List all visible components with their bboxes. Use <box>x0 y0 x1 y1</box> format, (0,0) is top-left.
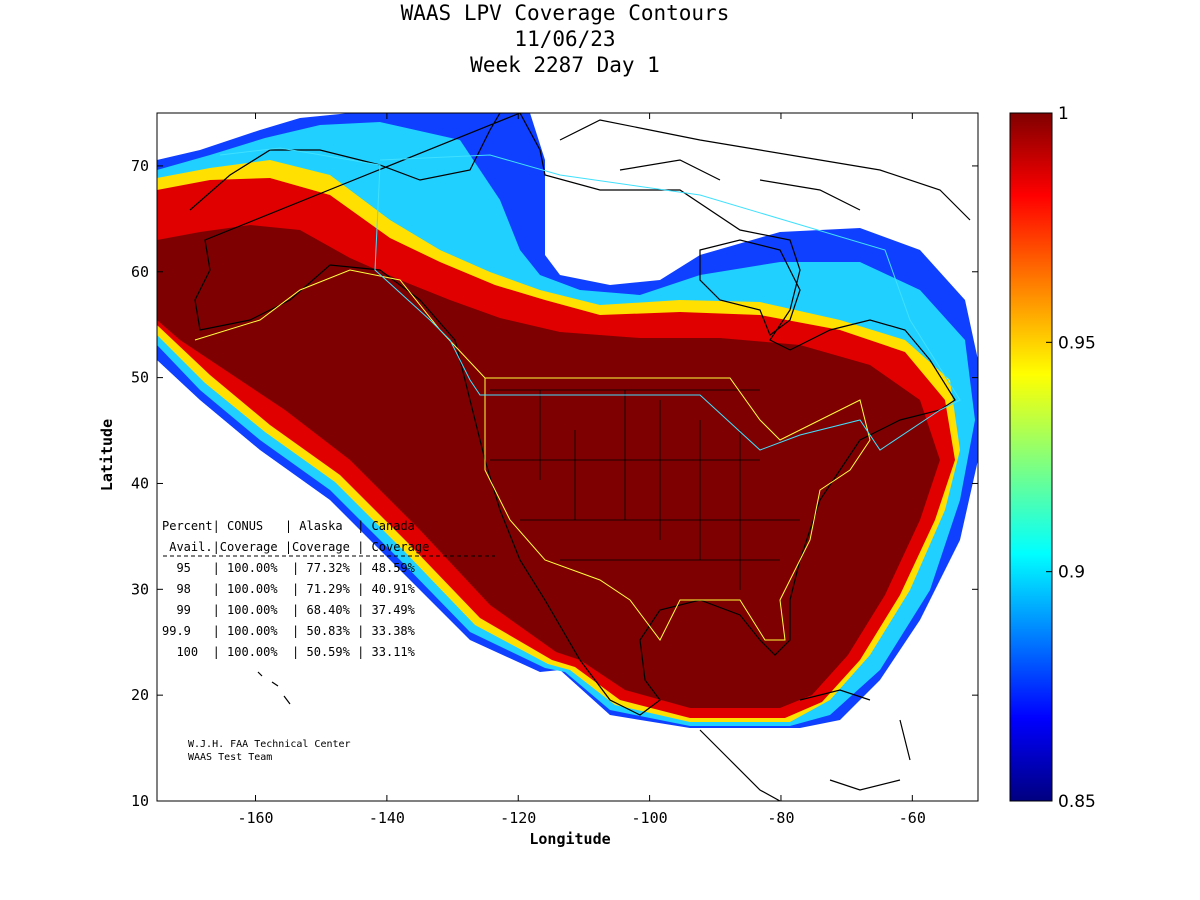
coverage-table: Percent| CONUS | Alaska | Canada Avail.|… <box>162 519 495 659</box>
y-tick-label: 50 <box>131 369 149 387</box>
table-row: 100 | 100.00% | 50.59% | 33.11% <box>162 645 416 659</box>
contour-deep-red <box>157 225 940 708</box>
x-axis-title: Longitude <box>529 830 610 848</box>
hawaii <box>257 671 291 705</box>
us-state-borders <box>490 389 800 590</box>
table-header-1: Percent| CONUS | Alaska | Canada <box>162 519 415 533</box>
x-axis: -160 -140 -120 -100 -80 -60 <box>237 113 926 827</box>
plot-frame <box>156 112 979 802</box>
table-row: 99 | 100.00% | 68.40% | 37.49% <box>162 603 416 617</box>
colorbar-tick-label: 1 <box>1058 104 1069 124</box>
credit-line-1: W.J.H. FAA Technical Center <box>188 739 351 750</box>
y-axis: 10 20 30 40 50 60 70 <box>131 157 978 810</box>
arctic-islands <box>559 119 971 221</box>
x-tick-label: -100 <box>632 809 668 827</box>
y-tick-label: 70 <box>131 157 149 175</box>
central-america <box>699 729 901 801</box>
boundary-yellow <box>194 269 871 641</box>
x-tick-label: -60 <box>899 809 926 827</box>
x-tick-label: -80 <box>767 809 794 827</box>
colorbar-tick-label: 0.85 <box>1058 792 1096 812</box>
y-tick-label: 20 <box>131 686 149 704</box>
table-row: 98 | 100.00% | 71.29% | 40.91% <box>162 582 416 596</box>
x-tick-label: -160 <box>237 809 273 827</box>
table-header-2: Avail.|Coverage |Coverage | Coverage <box>162 540 429 554</box>
coverage-contours <box>157 113 978 728</box>
colorbar-tick-label: 0.95 <box>1058 333 1096 353</box>
title-line-3: Week 2287 Day 1 <box>470 53 660 77</box>
y-tick-label: 40 <box>131 474 149 492</box>
boundary-cyan <box>219 147 961 451</box>
y-axis-title: Latitude <box>98 419 116 491</box>
table-row: 99.9 | 100.00% | 50.83% | 33.38% <box>162 624 416 638</box>
y-tick-label: 30 <box>131 580 149 598</box>
colorbar-tick-label: 0.9 <box>1058 563 1085 583</box>
y-tick-label: 60 <box>131 263 149 281</box>
x-tick-label: -140 <box>369 809 405 827</box>
hudson-bay-coast <box>699 239 801 336</box>
x-tick-label: -120 <box>500 809 536 827</box>
colorbar <box>1009 112 1053 802</box>
y-tick-label: 10 <box>131 792 149 810</box>
credit-line-2: WAAS Test Team <box>188 752 272 763</box>
title-line-2: 11/06/23 <box>514 27 616 51</box>
fir-boundaries <box>194 147 961 641</box>
colorbar-ticks: 1 0.95 0.9 0.85 <box>1046 104 1096 812</box>
caribbean-islands <box>799 689 911 761</box>
title-line-1: WAAS LPV Coverage Contours <box>400 1 730 25</box>
coastlines <box>189 113 971 801</box>
table-row: 95 | 100.00% | 77.32% | 48.59% <box>162 561 416 575</box>
